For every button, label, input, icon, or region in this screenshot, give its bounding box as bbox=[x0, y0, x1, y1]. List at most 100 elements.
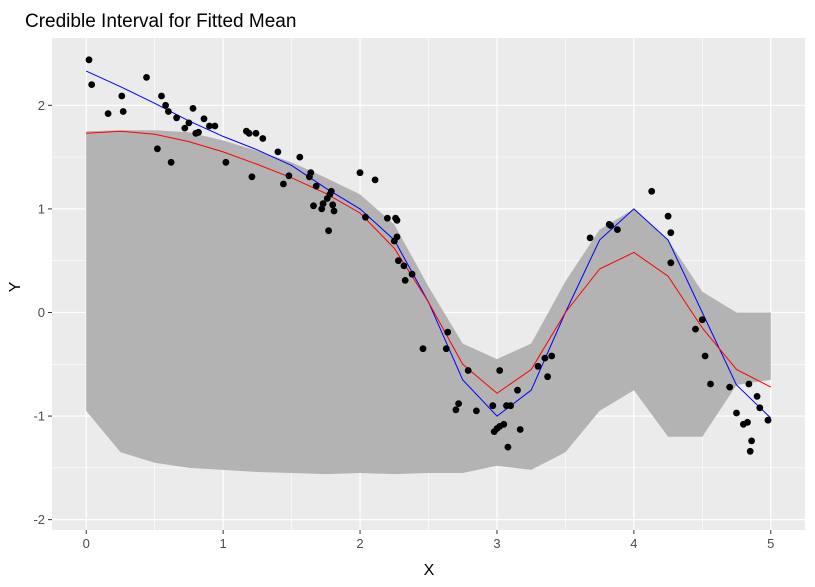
data-point bbox=[88, 81, 96, 88]
data-point bbox=[307, 169, 315, 177]
data-points-layer bbox=[85, 56, 772, 455]
axes: 0 1 2 3 4 5 -2 -1 0 1 2 bbox=[33, 98, 774, 551]
data-point bbox=[248, 173, 256, 181]
data-point bbox=[707, 380, 714, 388]
data-point bbox=[356, 169, 364, 177]
data-point bbox=[280, 180, 287, 188]
data-point bbox=[753, 393, 761, 400]
data-point bbox=[318, 205, 326, 213]
data-point bbox=[200, 115, 208, 123]
data-point bbox=[154, 145, 161, 153]
data-point bbox=[452, 406, 460, 414]
data-point bbox=[185, 119, 193, 127]
data-point bbox=[496, 367, 504, 374]
data-point bbox=[401, 277, 409, 284]
x-tick-label: 5 bbox=[767, 536, 774, 551]
data-point bbox=[211, 122, 219, 130]
x-tick-label: 2 bbox=[356, 536, 363, 551]
y-axis-title: Y bbox=[7, 281, 24, 292]
data-point bbox=[648, 187, 656, 195]
x-tick-label: 0 bbox=[83, 536, 90, 551]
data-point bbox=[222, 158, 230, 166]
data-point bbox=[733, 409, 740, 417]
chart-title: Credible Interval for Fitted Mean bbox=[25, 11, 296, 32]
data-point bbox=[444, 328, 452, 336]
data-point bbox=[274, 148, 282, 156]
data-point bbox=[85, 56, 93, 64]
data-point bbox=[473, 407, 480, 415]
data-point bbox=[746, 447, 754, 455]
x-axis-title: X bbox=[424, 562, 435, 579]
data-point bbox=[748, 437, 755, 445]
data-point bbox=[667, 259, 675, 267]
data-point bbox=[371, 176, 379, 184]
x-tick-label: 3 bbox=[493, 536, 500, 551]
y-tick-label: 0 bbox=[38, 305, 45, 320]
data-point bbox=[489, 402, 497, 410]
y-tick-label: -2 bbox=[33, 512, 45, 527]
data-point bbox=[534, 362, 542, 370]
y-tick-label: -1 bbox=[33, 409, 45, 424]
data-point bbox=[507, 402, 514, 410]
data-point bbox=[514, 386, 521, 394]
data-point bbox=[607, 222, 614, 229]
data-point bbox=[206, 122, 213, 130]
data-point bbox=[745, 380, 753, 388]
data-point bbox=[329, 201, 337, 209]
data-point bbox=[245, 129, 253, 137]
x-tick-label: 4 bbox=[630, 536, 637, 551]
data-point bbox=[756, 404, 764, 412]
data-point bbox=[143, 74, 150, 81]
mean-lines-layer bbox=[85, 70, 772, 419]
data-point bbox=[419, 345, 427, 353]
y-tick-label: 2 bbox=[38, 98, 45, 113]
data-point bbox=[252, 129, 260, 137]
data-point bbox=[442, 345, 450, 353]
data-point bbox=[744, 418, 751, 426]
fitted-mean-line bbox=[86, 130, 772, 394]
data-point bbox=[189, 105, 197, 112]
data-point bbox=[173, 114, 181, 122]
data-point bbox=[393, 216, 401, 224]
data-point bbox=[408, 270, 416, 278]
data-point bbox=[119, 108, 127, 115]
x-tick-label: 1 bbox=[220, 536, 227, 551]
data-point bbox=[384, 214, 391, 222]
data-point bbox=[330, 207, 338, 215]
y-tick-label: 1 bbox=[38, 201, 45, 216]
data-point bbox=[764, 416, 772, 424]
data-point bbox=[664, 212, 672, 220]
data-point bbox=[548, 352, 556, 360]
data-point bbox=[504, 443, 512, 451]
data-point bbox=[395, 257, 402, 265]
data-point bbox=[362, 213, 369, 221]
data-point bbox=[310, 202, 317, 210]
data-point bbox=[455, 400, 462, 407]
data-point bbox=[667, 229, 675, 237]
data-point bbox=[296, 153, 304, 161]
data-point bbox=[195, 128, 202, 136]
data-point bbox=[698, 316, 706, 324]
data-point bbox=[285, 172, 293, 180]
data-point bbox=[104, 110, 112, 117]
data-point bbox=[167, 158, 175, 166]
data-point bbox=[541, 354, 549, 362]
data-point bbox=[516, 426, 524, 433]
data-point bbox=[464, 367, 472, 374]
data-point bbox=[325, 227, 332, 235]
data-point bbox=[158, 92, 165, 100]
data-point bbox=[393, 233, 401, 241]
data-point bbox=[118, 92, 126, 100]
data-point bbox=[701, 352, 709, 360]
data-point bbox=[586, 234, 594, 242]
data-point bbox=[614, 226, 621, 234]
data-point bbox=[500, 420, 508, 428]
data-point bbox=[327, 187, 335, 195]
data-point bbox=[312, 182, 320, 190]
data-point bbox=[692, 325, 699, 333]
data-point bbox=[165, 108, 172, 115]
data-point bbox=[400, 262, 408, 270]
data-point bbox=[259, 135, 267, 142]
data-point bbox=[162, 101, 170, 109]
